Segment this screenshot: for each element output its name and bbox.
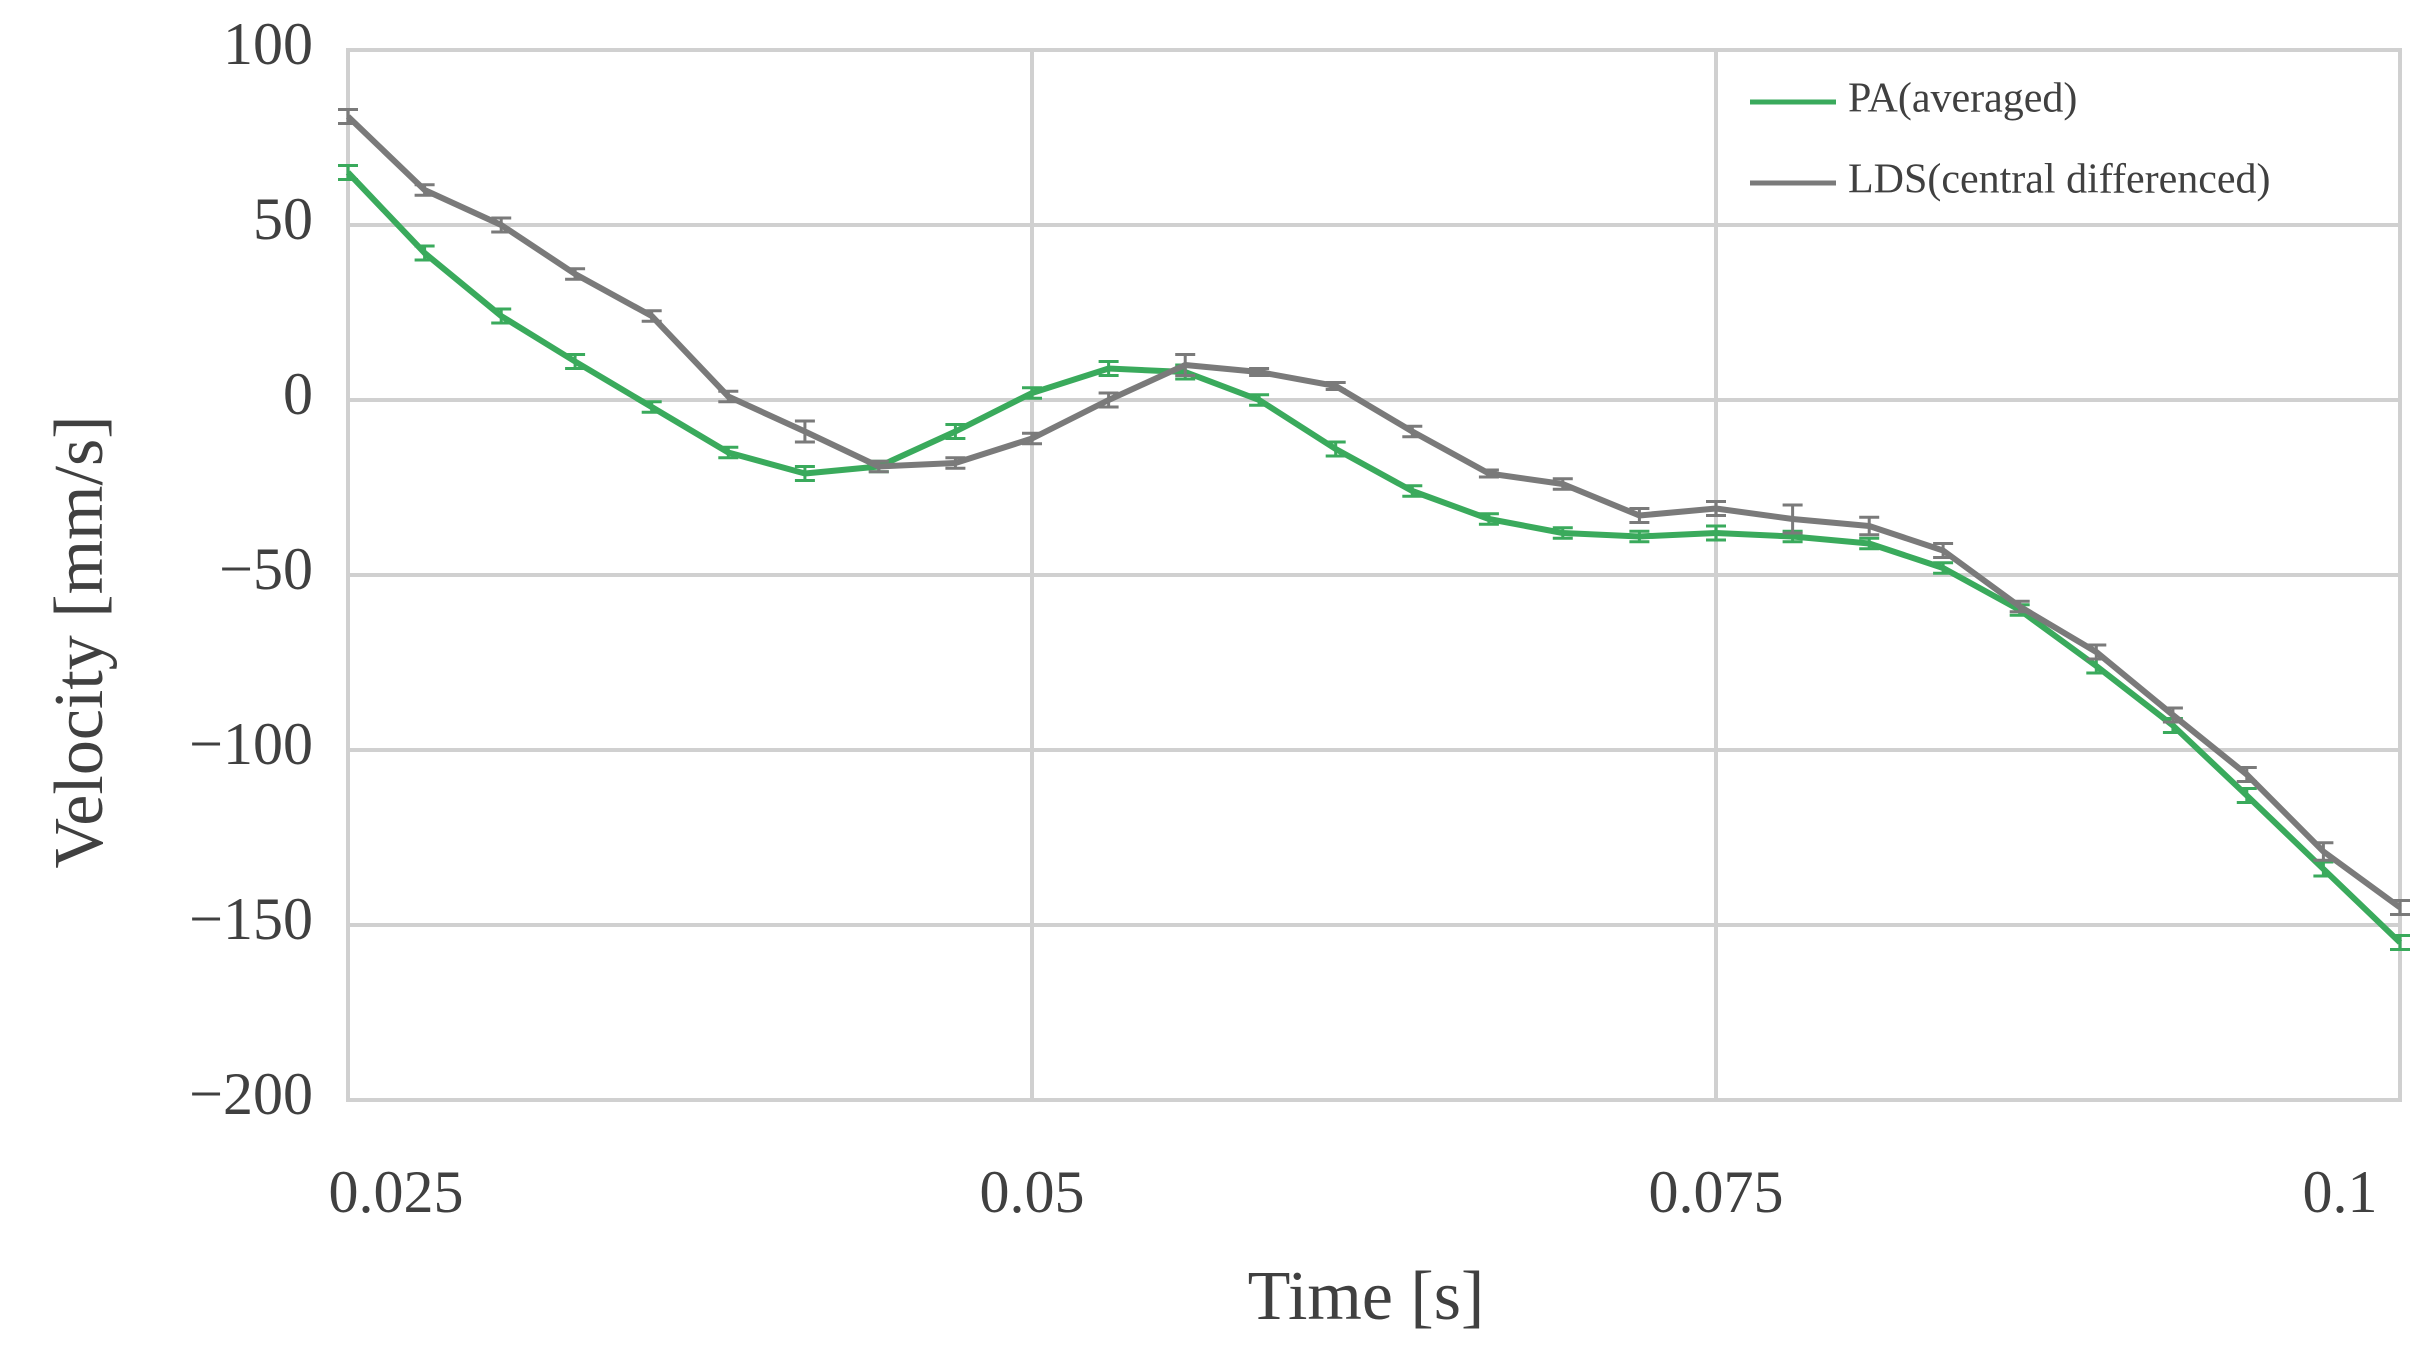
y-tick-label: 0 [283,361,313,427]
error-bar [1552,526,1573,540]
error-bar [2390,899,2410,916]
error-bar [338,164,358,181]
error-bar [2313,860,2334,878]
y-tick-label: 100 [223,11,313,77]
error-bar [1933,542,1954,559]
error-bar [2009,599,2030,614]
error-bar [1859,515,1880,537]
y-axis-title: Velocity [mm/s] [41,416,118,869]
error-bar [1478,512,1499,526]
error-bar [641,400,662,414]
error-bar [1249,393,1270,407]
error-bar [868,459,889,474]
error-bar [718,389,739,404]
error-bar [1022,386,1042,400]
error-bar [2086,643,2107,661]
y-tick-label: −150 [189,886,313,952]
error-bar [565,267,586,281]
error-bar [1706,524,1726,542]
error-bar [338,108,358,125]
error-bar [2390,934,2410,951]
error-bar [945,456,966,470]
x-tick-label: 0.075 [1649,1159,1784,1225]
error-bar [491,307,512,325]
error-bar [491,216,512,234]
error-bar [1478,468,1499,479]
error-bar [1402,424,1423,439]
error-bar [1402,484,1423,498]
legend-label: PA(averaged) [1848,76,2077,122]
error-bar [2236,766,2257,783]
error-bar [2236,787,2257,804]
error-bar [1325,381,1346,391]
x-axis-title: Time [s] [1248,1258,1485,1335]
error-bar [1782,503,1803,535]
error-bar [641,309,662,323]
y-tick-label: −200 [189,1061,313,1127]
legend-label: LDS(central differenced) [1848,157,2271,203]
data-line [345,114,2402,910]
x-tick-label: 0.05 [980,1159,1085,1225]
y-tick-label: −50 [219,536,313,602]
plot-border [346,48,2402,1102]
error-bar [414,244,435,262]
error-bar [1629,507,1650,524]
error-bar [2162,706,2183,724]
y-tick-label: 50 [253,186,313,252]
x-tick-label: 0.025 [329,1159,464,1225]
error-bar [1098,391,1119,409]
error-bar [1933,561,1954,575]
error-bar [2313,841,2334,862]
error-bar [1859,536,1880,551]
error-bar [718,445,739,460]
error-bar [414,183,435,197]
error-bar [1629,529,1650,544]
error-bar [1706,500,1726,517]
error-bar [1022,431,1042,446]
error-bar [1249,367,1270,377]
error-bar [1098,360,1119,377]
error-bar [1175,353,1196,377]
error-bar [565,353,586,370]
data-line [345,170,2403,945]
error-bar [1325,440,1346,458]
error-bar [1552,477,1573,491]
error-bar [794,465,815,482]
error-bar [945,423,966,440]
x-tick-label: 0.1 [2303,1159,2378,1225]
error-bar [794,419,815,444]
y-tick-label: −100 [189,711,313,777]
